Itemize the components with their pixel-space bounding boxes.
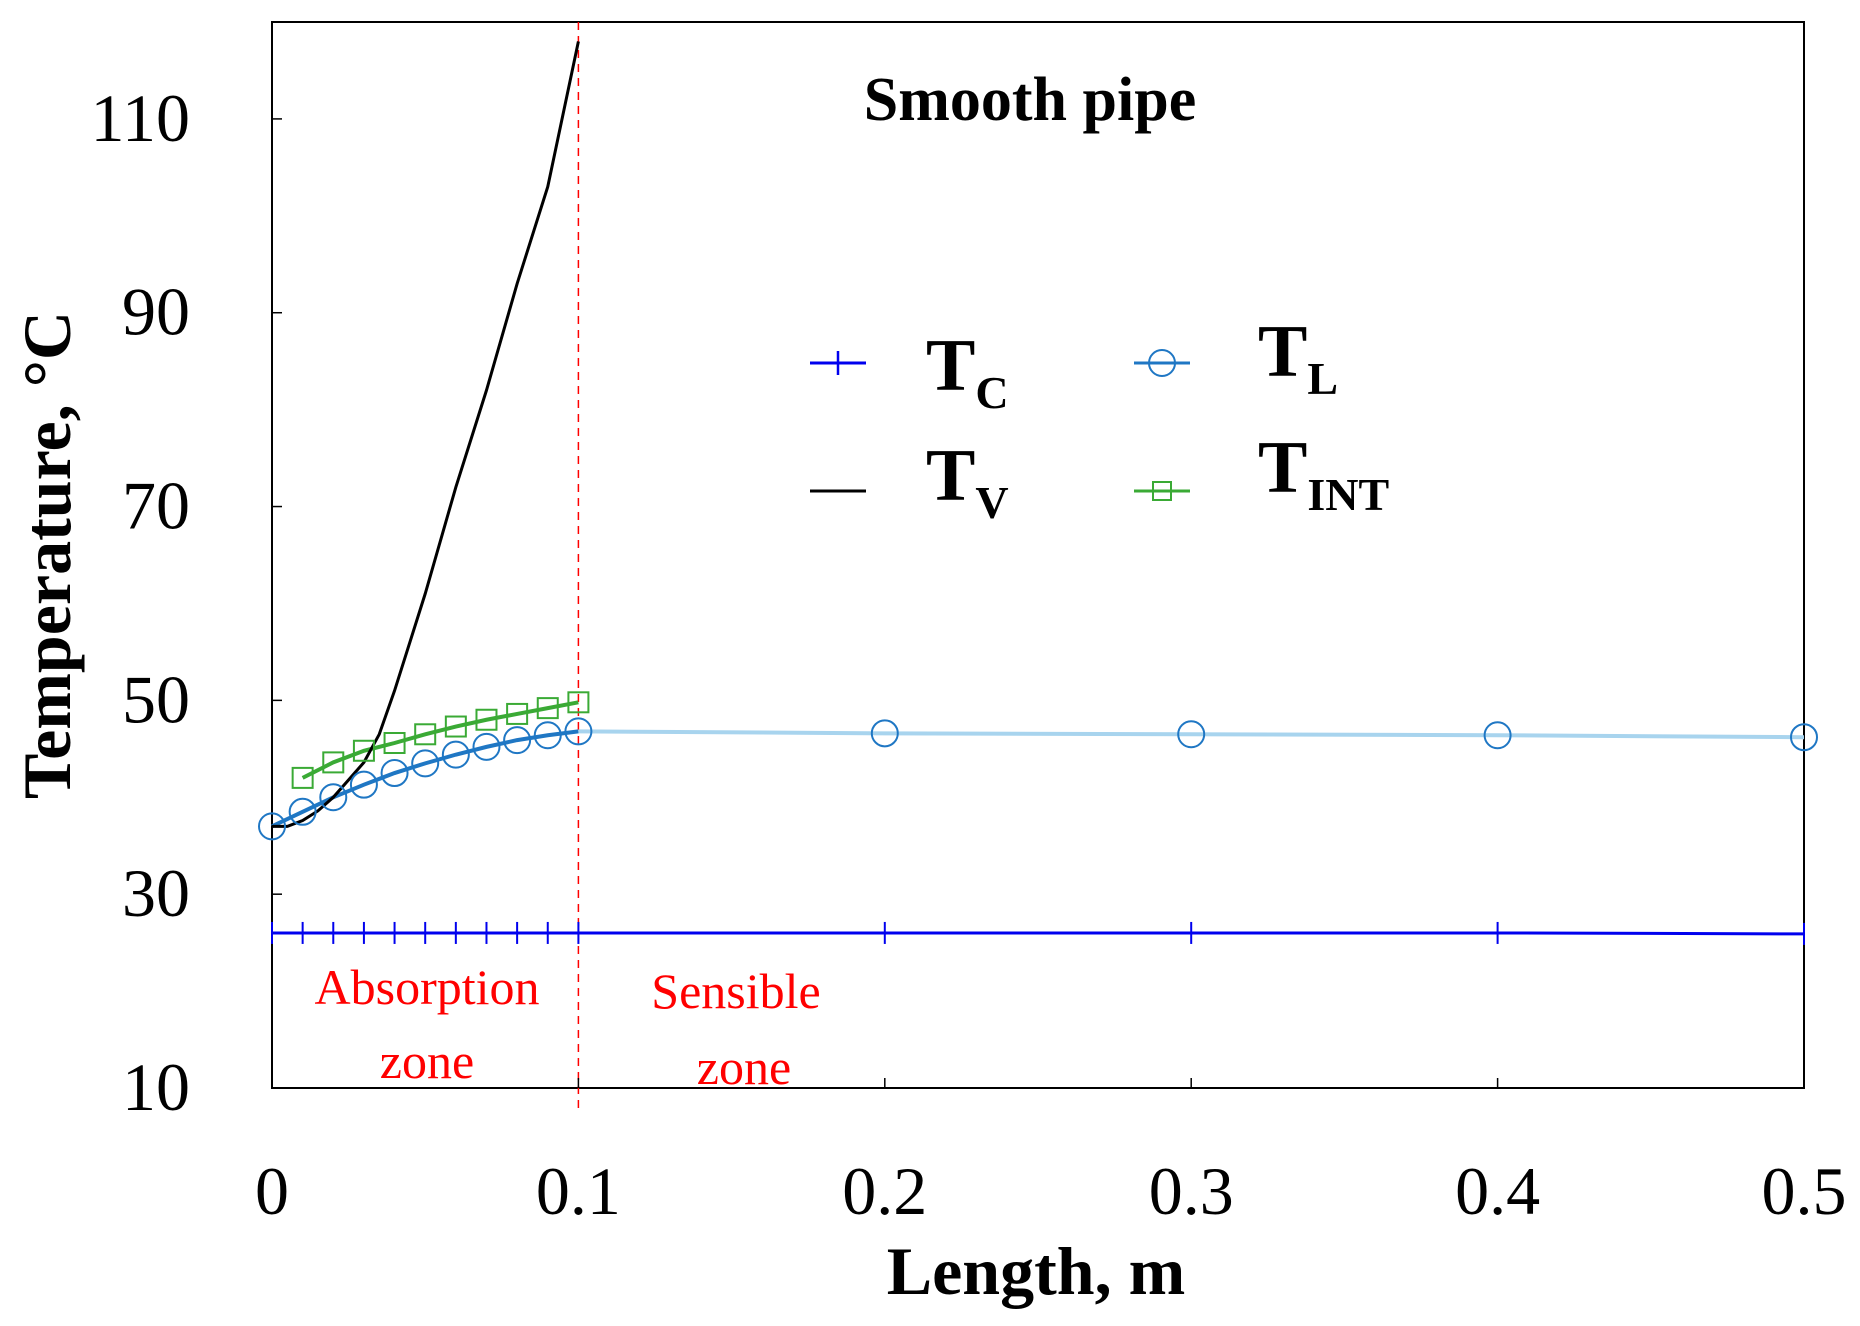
series-tl-point: [1177, 720, 1206, 749]
series-tl-line-sensible: [578, 729, 1805, 740]
annotation-absorption-line1: Absorption: [315, 959, 540, 1015]
y-tick-label-4: 90: [122, 274, 190, 350]
series-tl-point: [319, 783, 348, 812]
series-tl-point: [503, 726, 532, 755]
chart-title: Smooth pipe: [864, 66, 1196, 134]
series-tint-point: [475, 708, 498, 731]
legend-label-tl-main: T: [1258, 311, 1307, 393]
series-tint-point: [383, 732, 406, 755]
series-tint-point: [567, 691, 590, 714]
annotation-absorption-line2: zone: [380, 1033, 474, 1089]
x-tick-label-5: 0.5: [1762, 1153, 1847, 1229]
legend-label-tint-main: T: [1258, 427, 1307, 509]
series-tl-point: [411, 749, 440, 778]
legend-label-tc: TC: [926, 325, 1009, 418]
axis-ticks: 0 0.1 0.2 0.3 0.4 0.5 10 30 50 70 90 110: [91, 80, 1847, 1229]
series-tint-line: [301, 700, 579, 780]
annotation-sensible-line2: zone: [697, 1039, 791, 1095]
series-tv-line: [272, 41, 580, 828]
x-tick-label-3: 0.3: [1149, 1153, 1234, 1229]
legend-label-tl-sub: L: [1307, 353, 1338, 404]
series-tint-point: [506, 702, 529, 725]
legend: TC TV TL TINT: [810, 311, 1389, 528]
series-tl-point: [1790, 723, 1818, 752]
y-tick-label-3: 70: [122, 468, 190, 544]
legend-label-tl: TL: [1258, 311, 1338, 404]
legend-label-tv-main: T: [926, 435, 975, 517]
legend-label-tv: TV: [926, 435, 1009, 528]
series-tl-point: [349, 770, 378, 799]
x-tick-label-2: 0.2: [842, 1153, 927, 1229]
series-tl-point: [380, 759, 409, 788]
series-tl-point: [533, 721, 562, 750]
series-tl-point: [870, 719, 899, 748]
series-tint-point: [291, 766, 314, 789]
legend-entry-tl: TL: [1134, 311, 1338, 404]
series-tint-point: [322, 751, 345, 774]
legend-entry-tv: TV: [810, 435, 1009, 528]
x-axis-title: Length, m: [887, 1233, 1185, 1309]
series-tint-point: [536, 697, 559, 720]
series-tint-point: [352, 739, 375, 762]
series-tl-point: [472, 732, 501, 761]
x-tick-label-1: 0.1: [536, 1153, 621, 1229]
legend-label-tc-main: T: [926, 325, 975, 407]
series-tint-point: [444, 715, 467, 738]
series-tl-point: [258, 812, 286, 841]
series-tl-point: [1483, 721, 1512, 750]
y-tick-label-1: 30: [122, 855, 190, 931]
legend-entry-tc: TC: [810, 325, 1009, 418]
legend-label-tint: TINT: [1258, 427, 1389, 520]
legend-entry-tint: TINT: [1134, 427, 1389, 520]
legend-label-tint-sub: INT: [1307, 469, 1389, 520]
series-tint-point: [414, 723, 437, 746]
x-tick-label-4: 0.4: [1455, 1153, 1540, 1229]
series-tl-line-absorption: [271, 729, 579, 829]
y-axis-title: Temperature, °C: [9, 311, 85, 799]
legend-label-tv-sub: V: [975, 477, 1008, 528]
series-tl-point: [564, 717, 593, 746]
legend-marker-tl: [1148, 349, 1176, 377]
x-tick-label-0: 0: [255, 1153, 289, 1229]
y-tick-label-2: 50: [122, 661, 190, 737]
plot-marks: [258, 22, 1818, 1112]
legend-label-tc-sub: C: [975, 367, 1008, 418]
annotation-sensible-line1: Sensible: [651, 963, 820, 1019]
plot-area-frame: [271, 21, 1805, 1089]
series-tc-line: [272, 931, 1805, 936]
y-tick-label-5: 110: [91, 80, 190, 156]
legend-marker-tint: [1152, 481, 1172, 501]
series-tl-point: [288, 797, 317, 826]
series-tl-point: [441, 740, 470, 769]
y-tick-label-0: 10: [122, 1049, 190, 1125]
